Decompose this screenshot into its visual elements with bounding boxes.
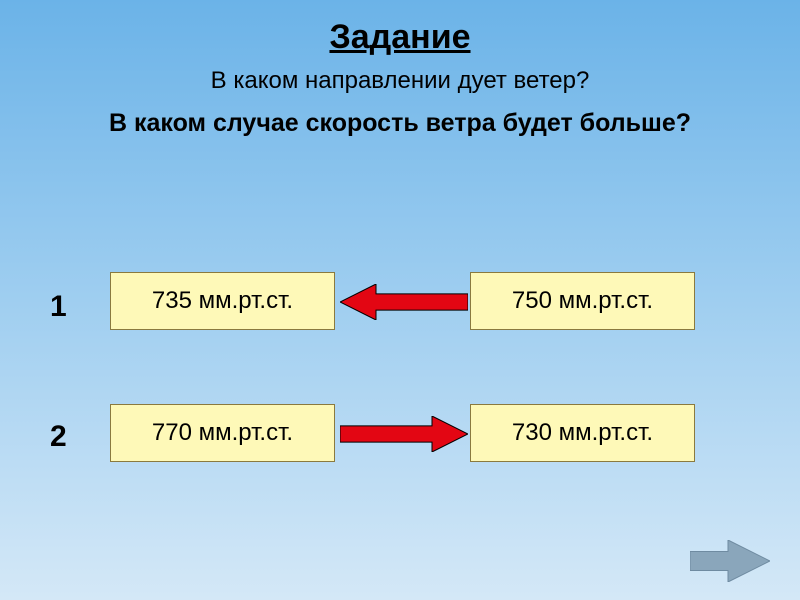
question-1: В каком направлении дует ветер?: [0, 67, 800, 95]
next-slide-button[interactable]: [690, 540, 770, 582]
row-2-box-left: 770 мм.рт.ст.: [110, 404, 335, 462]
row-2-label: 2: [50, 420, 67, 454]
row-1-box-right: 750 мм.рт.ст.: [470, 272, 695, 330]
row-1-arrow: [340, 284, 468, 320]
row-2-box-left-text: 770 мм.рт.ст.: [152, 419, 293, 447]
row-2-arrow: [340, 416, 468, 452]
row-2-box-right: 730 мм.рт.ст.: [470, 404, 695, 462]
row-1-box-right-text: 750 мм.рт.ст.: [512, 287, 653, 315]
row-1-box-left-text: 735 мм.рт.ст.: [152, 287, 293, 315]
question-2: В каком случае скорость ветра будет боль…: [0, 109, 800, 138]
row-1-label: 1: [50, 290, 67, 324]
page-title: Задание: [0, 0, 800, 57]
row-1-box-left: 735 мм.рт.ст.: [110, 272, 335, 330]
row-2-box-right-text: 730 мм.рт.ст.: [512, 419, 653, 447]
